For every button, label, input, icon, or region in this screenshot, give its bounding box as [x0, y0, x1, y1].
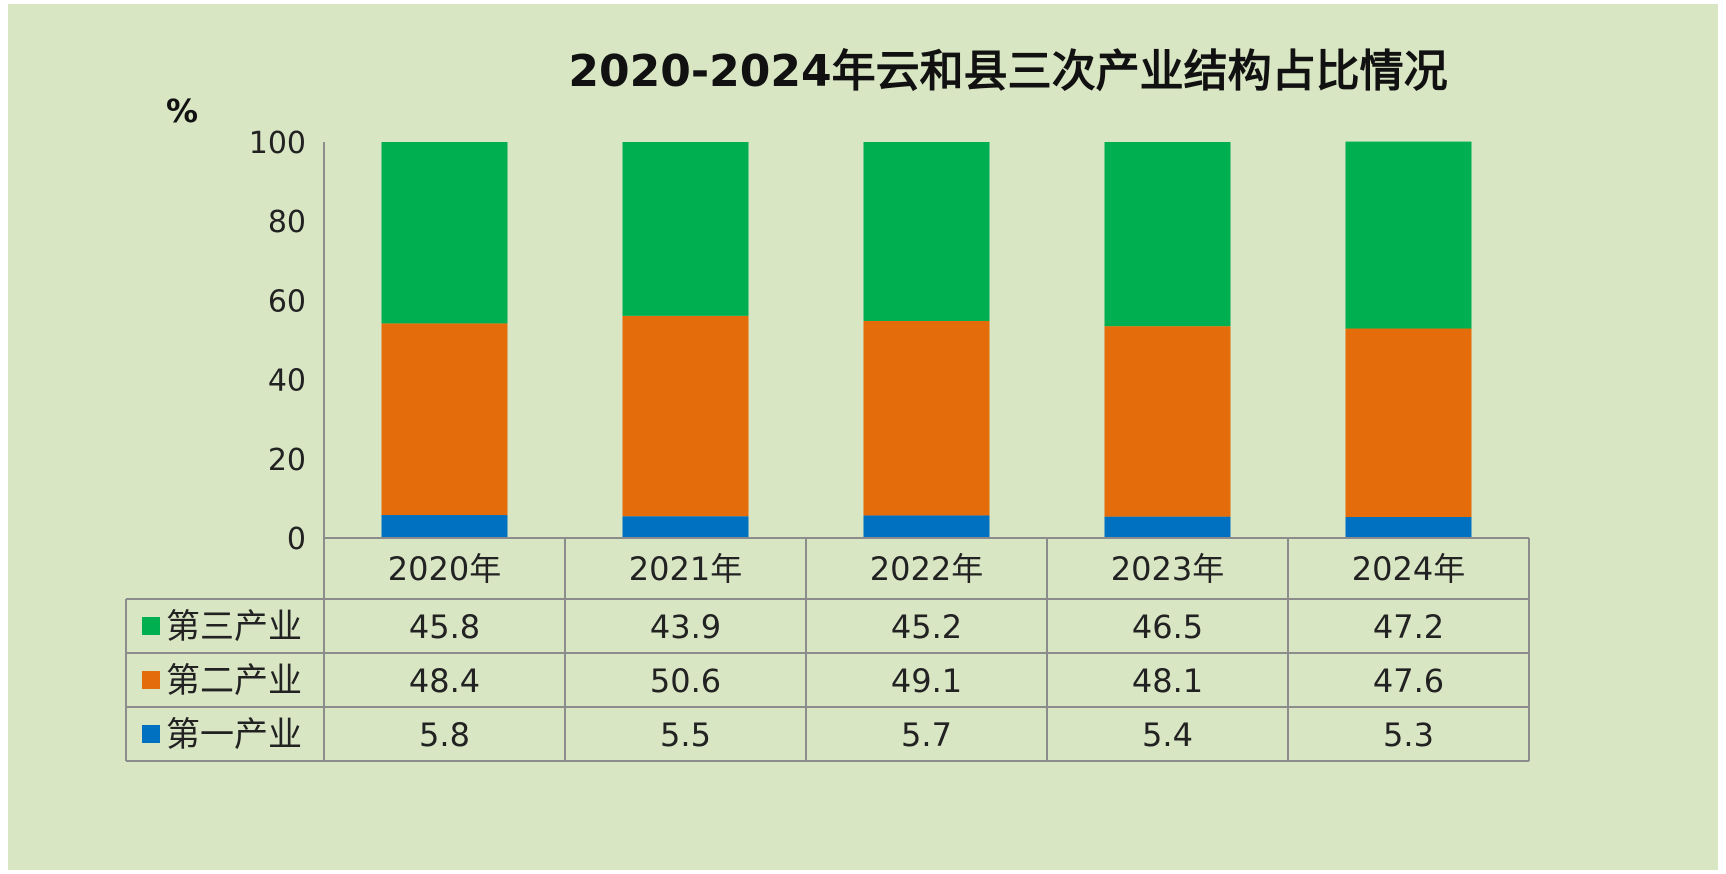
y-tick-label: 60 — [268, 284, 306, 319]
y-tick-label: 0 — [287, 522, 306, 557]
table-value: 5.3 — [1383, 716, 1434, 754]
legend-swatch — [142, 725, 160, 743]
y-tick-label: 100 — [249, 126, 306, 161]
bar-segment — [1104, 326, 1231, 517]
table-value: 45.8 — [409, 608, 480, 646]
bar-segment — [1345, 328, 1472, 518]
table-value: 47.2 — [1373, 608, 1444, 646]
bar-segment — [863, 142, 990, 321]
y-tick-label: 40 — [268, 364, 306, 399]
chart-panel: 2020-2024年云和县三次产业结构占比情况 % 0 20 40 60 80 100 2… — [8, 4, 1718, 870]
bar-segment — [622, 315, 749, 517]
table-value: 49.1 — [891, 662, 962, 700]
data-table-grid — [125, 142, 1530, 762]
bar-segment — [1104, 516, 1231, 538]
x-category-label: 2024年 — [1352, 550, 1465, 588]
x-category-label: 2023年 — [1111, 550, 1224, 588]
table-value: 48.1 — [1132, 662, 1203, 700]
legend-label: 第二产业 — [166, 661, 302, 701]
table-value: 48.4 — [409, 662, 480, 700]
bar-segment — [1345, 517, 1472, 538]
bar-segment — [1104, 142, 1231, 327]
y-axis-ticks: 0 20 40 60 80 100 — [249, 126, 306, 557]
table-value: 5.8 — [419, 716, 470, 754]
legend-label: 第一产业 — [166, 715, 302, 755]
x-category-label: 2022年 — [870, 550, 983, 588]
bar-segment — [622, 516, 749, 538]
legend-label: 第三产业 — [166, 607, 302, 647]
y-axis-unit: % — [166, 92, 198, 130]
table-value: 5.7 — [901, 716, 952, 754]
table-value: 47.6 — [1373, 662, 1444, 700]
bar-segment — [863, 320, 990, 516]
legend-swatch — [142, 671, 160, 689]
bars — [381, 141, 1472, 538]
stacked-bar-chart: 2020-2024年云和县三次产业结构占比情况 % 0 20 40 60 80 100 2… — [125, 46, 1530, 762]
x-category-label: 2021年 — [629, 550, 742, 588]
table-value: 43.9 — [650, 608, 721, 646]
bar-segment — [863, 515, 990, 538]
chart-title: 2020-2024年云和县三次产业结构占比情况 — [568, 46, 1447, 97]
legend-swatch — [142, 617, 160, 635]
table-value: 50.6 — [650, 662, 721, 700]
bar-segment — [622, 142, 749, 316]
table-value: 5.5 — [660, 716, 711, 754]
bar-segment — [381, 323, 508, 516]
bar-segment — [381, 142, 508, 324]
table-value: 45.2 — [891, 608, 962, 646]
y-tick-label: 80 — [268, 205, 306, 240]
bar-segment — [381, 515, 508, 538]
bar-segment — [1345, 141, 1472, 329]
table-value: 5.4 — [1142, 716, 1193, 754]
table-value: 46.5 — [1132, 608, 1203, 646]
y-tick-label: 20 — [268, 443, 306, 478]
x-category-label: 2020年 — [388, 550, 501, 588]
